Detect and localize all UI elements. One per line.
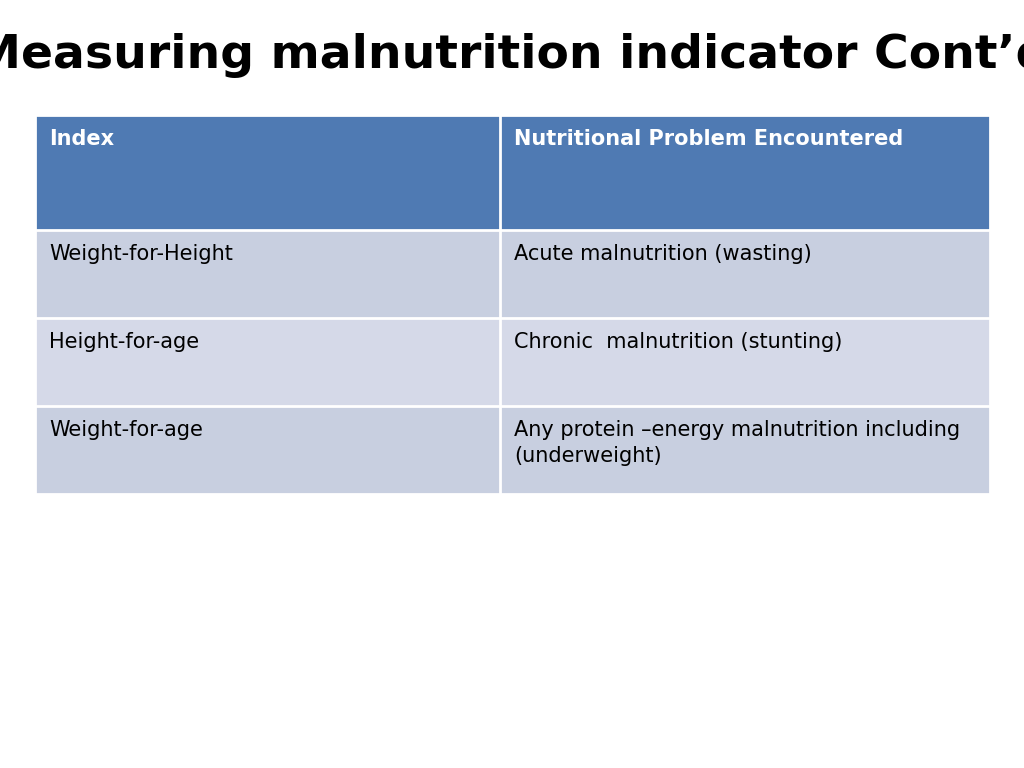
Text: Measuring malnutrition indicator Cont’d: Measuring malnutrition indicator Cont’d bbox=[0, 32, 1024, 78]
Bar bbox=[35, 115, 500, 230]
Bar bbox=[35, 230, 500, 318]
Text: Chronic  malnutrition (stunting): Chronic malnutrition (stunting) bbox=[514, 332, 843, 352]
Text: Nutritional Problem Encountered: Nutritional Problem Encountered bbox=[514, 129, 903, 149]
Bar bbox=[500, 318, 990, 406]
Text: Index: Index bbox=[49, 129, 114, 149]
Bar bbox=[35, 406, 500, 494]
Text: Weight-for-Height: Weight-for-Height bbox=[49, 244, 232, 264]
Text: Any protein –energy malnutrition including
(underweight): Any protein –energy malnutrition includi… bbox=[514, 420, 961, 466]
Bar bbox=[500, 115, 990, 230]
Text: Acute malnutrition (wasting): Acute malnutrition (wasting) bbox=[514, 244, 812, 264]
Bar bbox=[500, 230, 990, 318]
Bar bbox=[35, 318, 500, 406]
Bar bbox=[500, 406, 990, 494]
Text: Height-for-age: Height-for-age bbox=[49, 332, 199, 352]
Text: Weight-for-age: Weight-for-age bbox=[49, 420, 203, 440]
